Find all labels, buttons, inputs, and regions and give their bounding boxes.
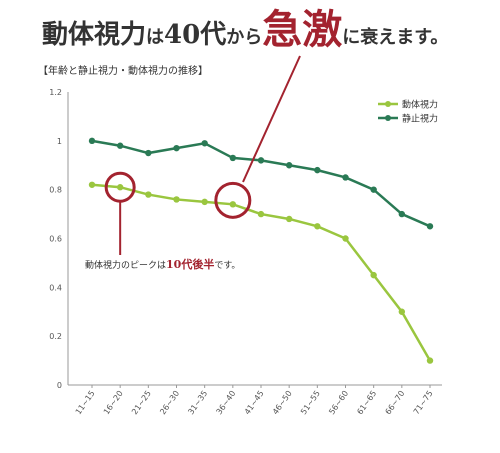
series-2-point	[88, 137, 96, 145]
series-2-point	[370, 186, 377, 193]
x-tick-label: 61~65	[355, 389, 378, 416]
x-tick-label: 11~15	[74, 389, 97, 416]
y-tick-label: 0.2	[49, 332, 62, 341]
y-tick-label: 1	[57, 137, 62, 146]
series-1-point	[370, 271, 377, 279]
series-2-point	[426, 223, 434, 230]
series-1-point	[229, 201, 237, 208]
x-tick-label: 26~30	[158, 389, 181, 416]
x-tick-label: 66~70	[384, 389, 407, 416]
x-tick-label: 51~55	[299, 389, 322, 416]
series-1-point	[145, 191, 152, 198]
x-tick-label: 21~25	[130, 389, 153, 416]
chart-title: 【年齢と静止視力・動体視力の推移】	[38, 66, 208, 77]
x-tick-label: 71~75	[412, 389, 435, 416]
legend-label-1: 動体視力	[402, 99, 438, 111]
annotation-text-before: 動体視力のピークは	[85, 259, 166, 271]
series-1-point	[285, 215, 293, 223]
decline-highlight-circle	[214, 181, 252, 219]
series-2-point	[116, 142, 124, 149]
legend-marker-1	[385, 101, 391, 107]
annotation-text-emphasis: 10代後半	[166, 257, 214, 271]
headline-part4: から	[226, 27, 262, 48]
x-tick-label: 36~40	[215, 389, 238, 416]
annotation-text-after: です。	[214, 260, 240, 271]
series-layer	[88, 137, 434, 364]
series-1-point	[426, 357, 434, 364]
legend-marker-2	[385, 115, 391, 121]
series-2-point	[257, 157, 265, 164]
series-2-point	[314, 166, 321, 174]
x-tick-label: 46~50	[271, 389, 294, 416]
annotation-text: 動体視力のピークは10代後半です。	[85, 257, 240, 271]
series-2-point	[173, 144, 180, 152]
headline: 動体視力は40代から急激に衰えます。	[42, 6, 448, 53]
series-2-point	[201, 140, 208, 147]
y-tick-label: 0.4	[49, 283, 62, 292]
x-tick-label: 56~60	[327, 389, 350, 416]
legend-label-2: 静止視力	[402, 113, 438, 125]
y-tick-label: 0.6	[49, 235, 62, 244]
svg-text:動体視力は40代から急激に衰えます。: 動体視力は40代から急激に衰えます。	[42, 6, 448, 53]
series-2-point	[342, 174, 349, 181]
headline-part1: 動体視力	[42, 20, 146, 50]
series-1-point	[398, 308, 406, 315]
annotation: 動体視力のピークは10代後半です。	[85, 55, 301, 271]
series-2-point	[285, 162, 293, 169]
series-1-point	[88, 181, 96, 188]
series-1-point	[173, 196, 180, 203]
y-tick-label: 0	[57, 381, 62, 390]
x-tick-label: 41~45	[243, 389, 266, 416]
chart-axes: 0 0.2 0.4 0.6 0.8 1 1.2 11~15 16~20 21~25 26~30 31~…	[49, 88, 442, 416]
headline-part5: に衰えます。	[342, 26, 448, 48]
decline-callout-line	[242, 55, 301, 183]
series-2-point	[145, 149, 152, 157]
series-1-point	[314, 223, 321, 230]
series-2-point	[398, 210, 406, 218]
headline-part3: 40代	[164, 20, 226, 50]
headline-emphasis: 急激	[262, 6, 342, 53]
series-2-point	[229, 154, 237, 162]
series-1-point	[257, 210, 265, 218]
headline-part2: は	[146, 27, 164, 48]
series-1-point	[201, 198, 208, 206]
y-tick-label: 1.2	[49, 88, 62, 97]
x-tick-label: 16~20	[102, 389, 125, 416]
y-tick-label: 0.8	[49, 186, 62, 195]
series-1-point	[342, 235, 349, 242]
x-tick-label: 31~35	[186, 389, 209, 416]
series-1-point	[116, 184, 124, 191]
